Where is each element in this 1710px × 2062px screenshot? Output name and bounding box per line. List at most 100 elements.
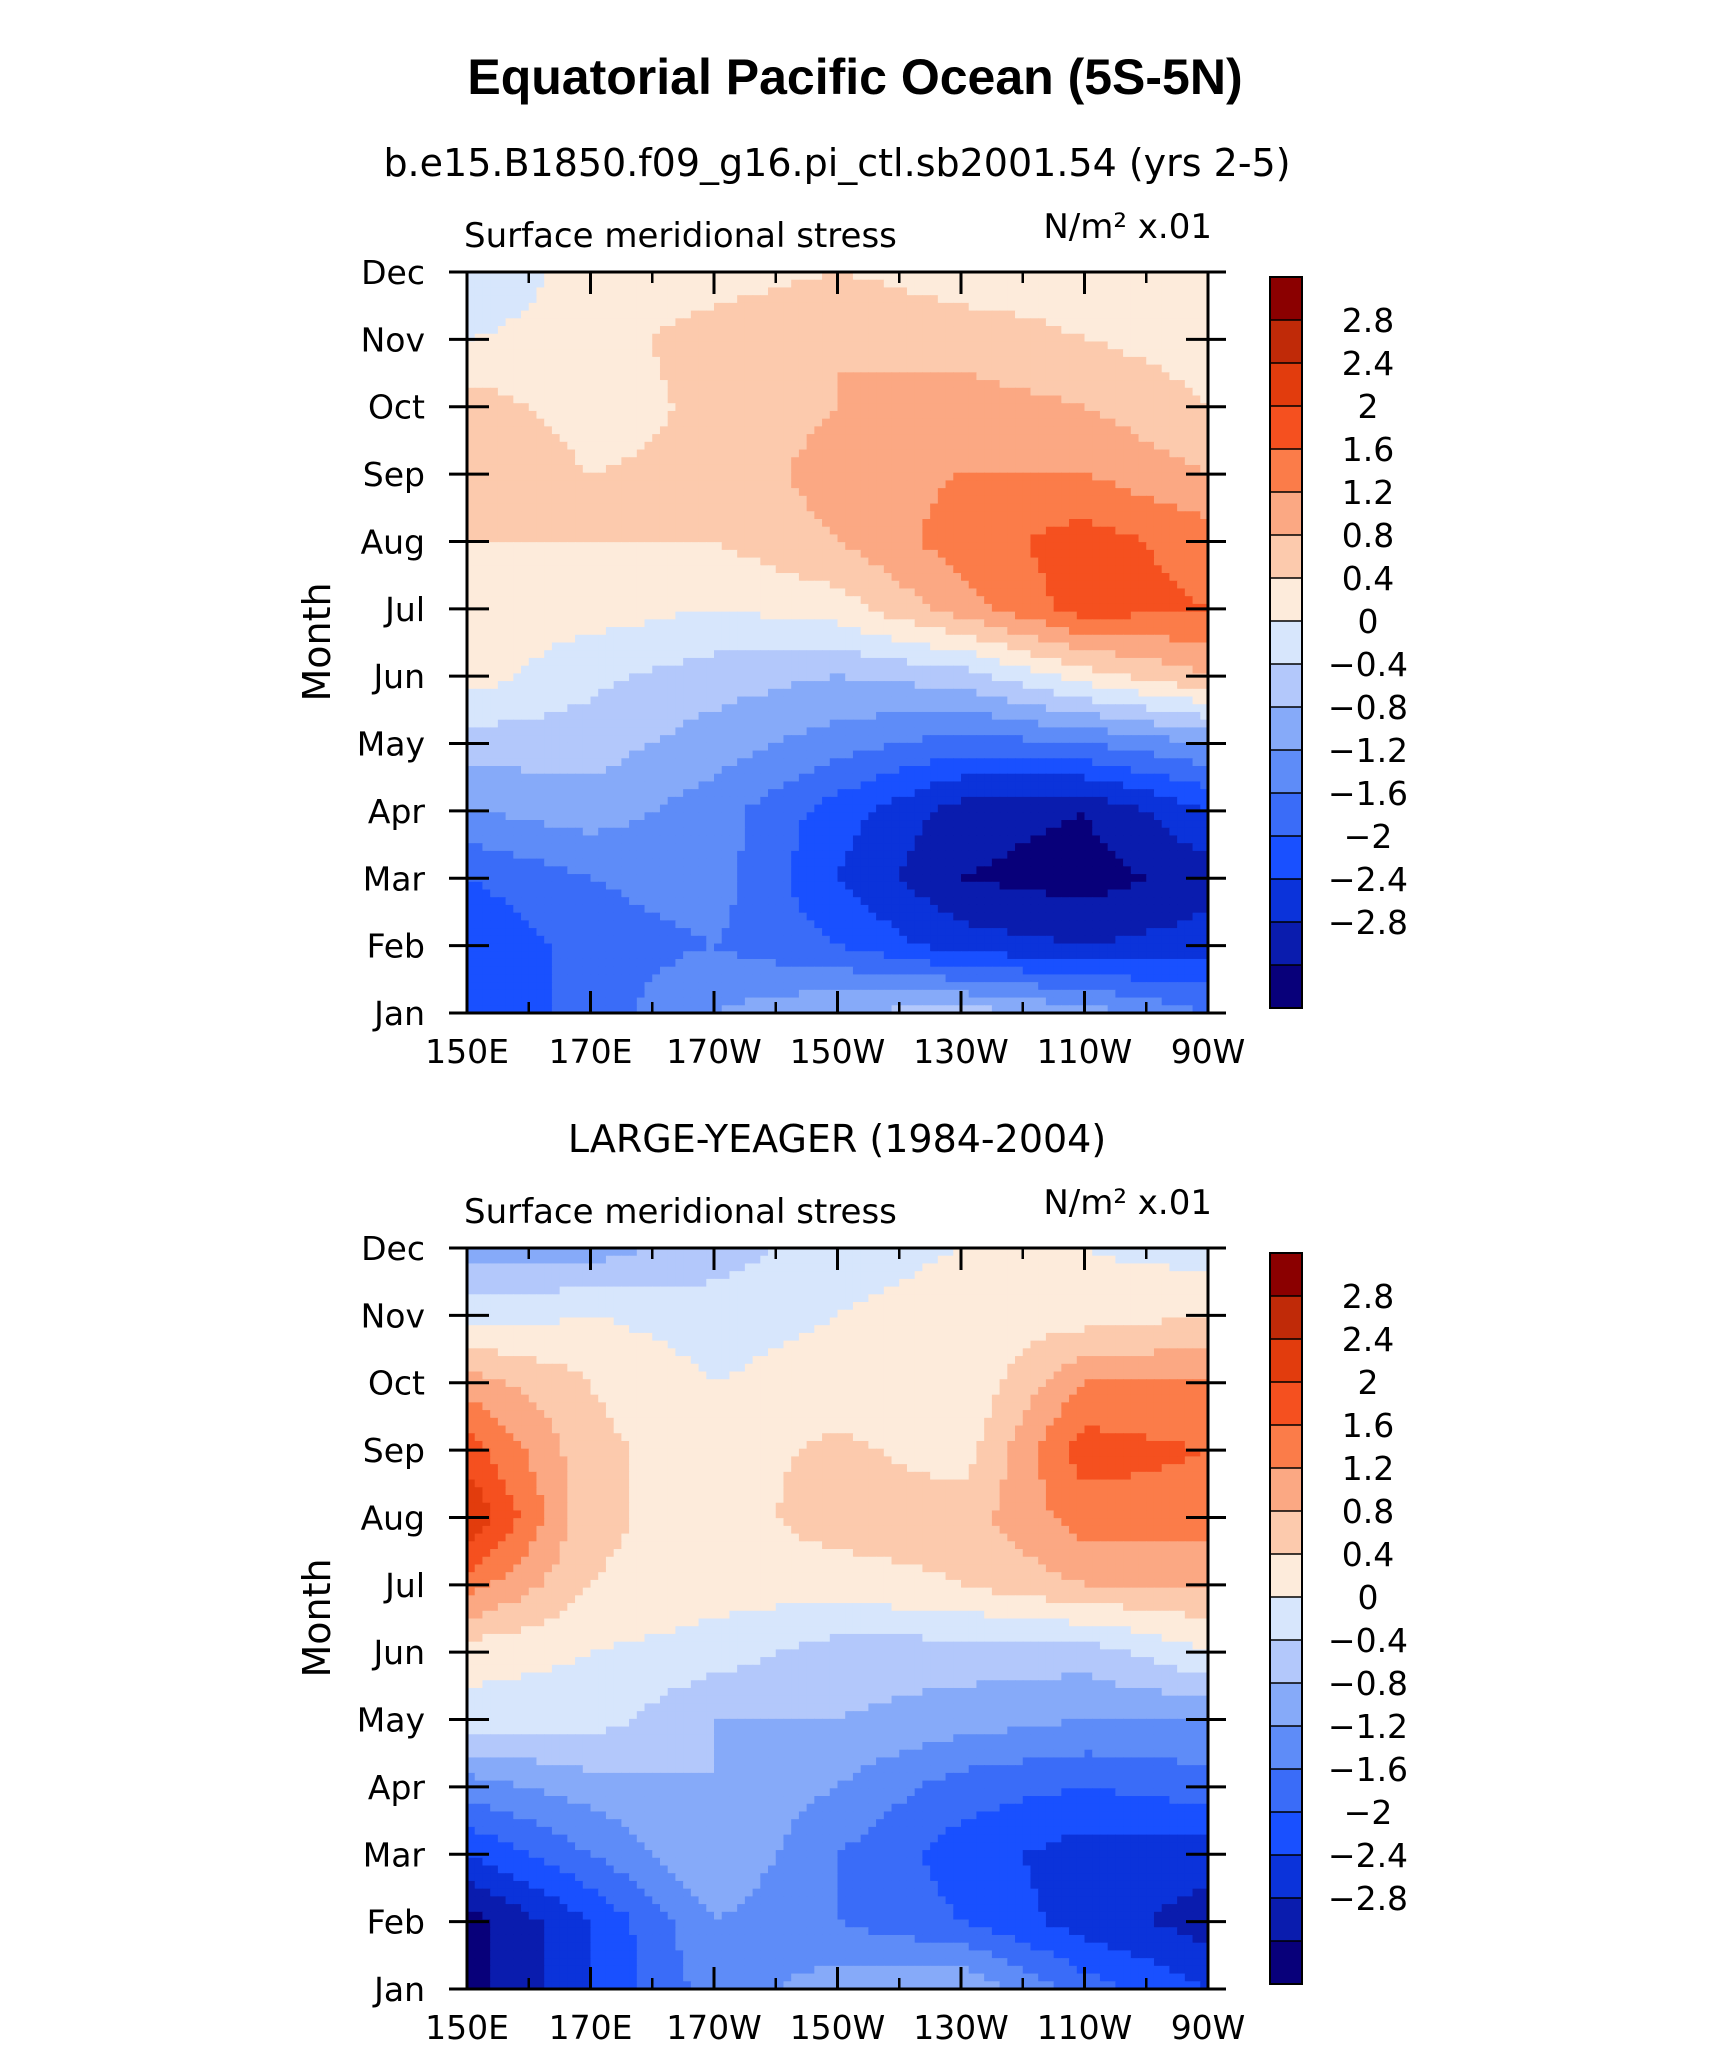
- heatmap-cell: [652, 634, 661, 644]
- heatmap-cell: [1092, 302, 1101, 312]
- heatmap-cell: [768, 511, 777, 520]
- heatmap-cell: [636, 403, 646, 412]
- heatmap-cell: [474, 596, 484, 605]
- heatmap-cell: [806, 542, 815, 551]
- heatmap-cell: [690, 511, 700, 520]
- heatmap-cell: [914, 580, 924, 590]
- heatmap-cell: [876, 318, 885, 327]
- heatmap-cell: [968, 588, 978, 597]
- heatmap-cell: [806, 526, 815, 536]
- heatmap-cell: [1015, 272, 1024, 281]
- heatmap-cell: [698, 387, 707, 397]
- heatmap-cell: [1161, 534, 1171, 543]
- heatmap-cell: [791, 503, 800, 512]
- heatmap-cell: [984, 364, 993, 373]
- heatmap-cell: [1092, 287, 1101, 296]
- heatmap-cell: [1153, 603, 1163, 613]
- heatmap-cell: [1045, 356, 1055, 366]
- heatmap-cell: [714, 627, 723, 636]
- heatmap-cell: [1169, 287, 1178, 296]
- heatmap-cell: [729, 410, 738, 420]
- heatmap-cell: [814, 426, 823, 435]
- heatmap-cell: [613, 549, 622, 559]
- heatmap-cell: [729, 511, 738, 520]
- heatmap-cell: [598, 565, 607, 574]
- heatmap-cell: [852, 464, 862, 474]
- heatmap-cell: [467, 565, 476, 574]
- heatmap-cell: [575, 627, 584, 636]
- heatmap-cell: [729, 472, 738, 482]
- heatmap-cell: [644, 441, 653, 451]
- heatmap-cell: [945, 279, 954, 289]
- heatmap-cell: [914, 449, 924, 458]
- heatmap-cell: [667, 457, 677, 466]
- heatmap-cell: [914, 472, 924, 482]
- heatmap-cell: [999, 310, 1008, 319]
- heatmap-cell: [467, 395, 476, 404]
- heatmap-cell: [706, 349, 715, 358]
- heatmap-cell: [1053, 665, 1062, 674]
- heatmap-cell: [953, 557, 962, 566]
- heatmap-cell: [629, 480, 638, 489]
- heatmap-cell: [582, 372, 592, 381]
- heatmap-cell: [636, 619, 646, 628]
- heatmap-cell: [521, 434, 530, 443]
- heatmap-cell: [521, 403, 530, 412]
- heatmap-cell: [690, 403, 700, 412]
- heatmap-cell: [675, 341, 684, 350]
- heatmap-cell: [953, 310, 962, 319]
- heatmap-cell: [1069, 434, 1078, 443]
- heatmap-cell: [551, 627, 561, 636]
- heatmap-cell: [467, 573, 476, 582]
- heatmap-cell: [930, 634, 939, 644]
- heatmap-cell: [1053, 588, 1062, 597]
- heatmap-cell: [814, 650, 823, 659]
- heatmap-cell: [1153, 665, 1163, 674]
- heatmap-cell: [752, 464, 761, 474]
- heatmap-cell: [937, 611, 947, 620]
- heatmap-cell: [976, 526, 985, 536]
- heatmap-cell: [953, 596, 962, 605]
- heatmap-cell: [490, 650, 499, 659]
- heatmap-cell: [1053, 341, 1062, 350]
- heatmap-cell: [698, 287, 707, 296]
- heatmap-cell: [482, 341, 491, 350]
- heatmap-cell: [544, 634, 553, 644]
- heatmap-cell: [629, 634, 638, 644]
- heatmap-cell: [791, 611, 800, 620]
- heatmap-cell: [629, 349, 638, 358]
- heatmap-cell: [536, 650, 545, 659]
- heatmap-cell: [706, 403, 715, 412]
- heatmap-cell: [613, 356, 622, 366]
- heatmap-cell: [768, 403, 777, 412]
- heatmap-cell: [497, 573, 507, 582]
- heatmap-cell: [636, 511, 646, 520]
- heatmap-cell: [953, 603, 962, 613]
- heatmap-cell: [1038, 650, 1047, 659]
- heatmap-cell: [961, 310, 970, 319]
- heatmap-cell: [814, 464, 823, 474]
- heatmap-cell: [551, 596, 561, 605]
- heatmap-cell: [482, 495, 491, 505]
- heatmap-cell: [1107, 511, 1116, 520]
- heatmap-cell: [876, 472, 885, 482]
- heatmap-cell: [760, 580, 769, 590]
- heatmap-cell: [814, 310, 823, 319]
- heatmap-cell: [482, 619, 491, 628]
- heatmap-cell: [783, 565, 792, 574]
- heatmap-cell: [474, 642, 484, 651]
- heatmap-cell: [883, 364, 893, 373]
- heatmap-cell: [822, 588, 831, 597]
- heatmap-cell: [521, 519, 530, 528]
- heatmap-cell: [1038, 573, 1047, 582]
- heatmap-cell: [551, 580, 561, 590]
- heatmap-cell: [467, 665, 476, 674]
- heatmap-cell: [852, 441, 862, 451]
- heatmap-cell: [737, 272, 746, 281]
- heatmap-cell: [930, 410, 939, 420]
- heatmap-cell: [1130, 434, 1140, 443]
- heatmap-cell: [474, 580, 484, 590]
- heatmap-cell: [953, 333, 962, 343]
- heatmap-cell: [1161, 488, 1171, 497]
- heatmap-cell: [837, 657, 846, 667]
